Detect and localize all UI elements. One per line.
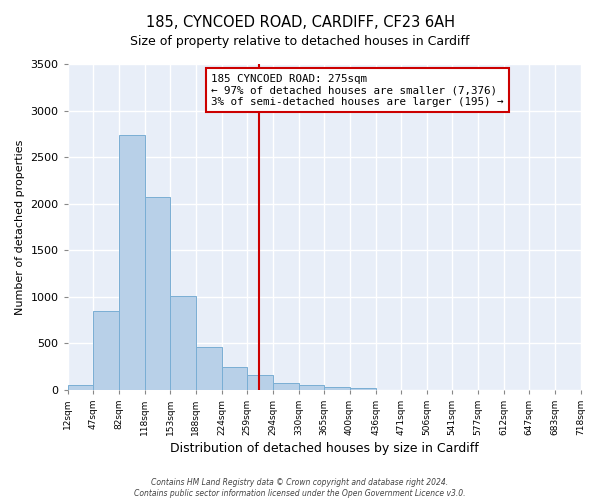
X-axis label: Distribution of detached houses by size in Cardiff: Distribution of detached houses by size … <box>170 442 478 455</box>
Bar <box>145 197 170 390</box>
Bar <box>272 382 299 390</box>
Text: 185, CYNCOED ROAD, CARDIFF, CF23 6AH: 185, CYNCOED ROAD, CARDIFF, CF23 6AH <box>146 15 455 30</box>
Text: Contains HM Land Registry data © Crown copyright and database right 2024.
Contai: Contains HM Land Registry data © Crown c… <box>134 478 466 498</box>
Bar <box>196 348 221 390</box>
Text: Size of property relative to detached houses in Cardiff: Size of property relative to detached ho… <box>130 35 470 48</box>
Bar <box>170 296 196 390</box>
Bar <box>221 367 247 390</box>
Bar <box>119 134 145 390</box>
Bar <box>324 387 350 390</box>
Text: 185 CYNCOED ROAD: 275sqm
← 97% of detached houses are smaller (7,376)
3% of semi: 185 CYNCOED ROAD: 275sqm ← 97% of detach… <box>211 74 504 107</box>
Bar <box>93 310 119 390</box>
Y-axis label: Number of detached properties: Number of detached properties <box>15 139 25 314</box>
Bar <box>350 388 376 390</box>
Bar <box>299 384 324 390</box>
Bar <box>68 384 93 390</box>
Bar <box>247 375 272 390</box>
